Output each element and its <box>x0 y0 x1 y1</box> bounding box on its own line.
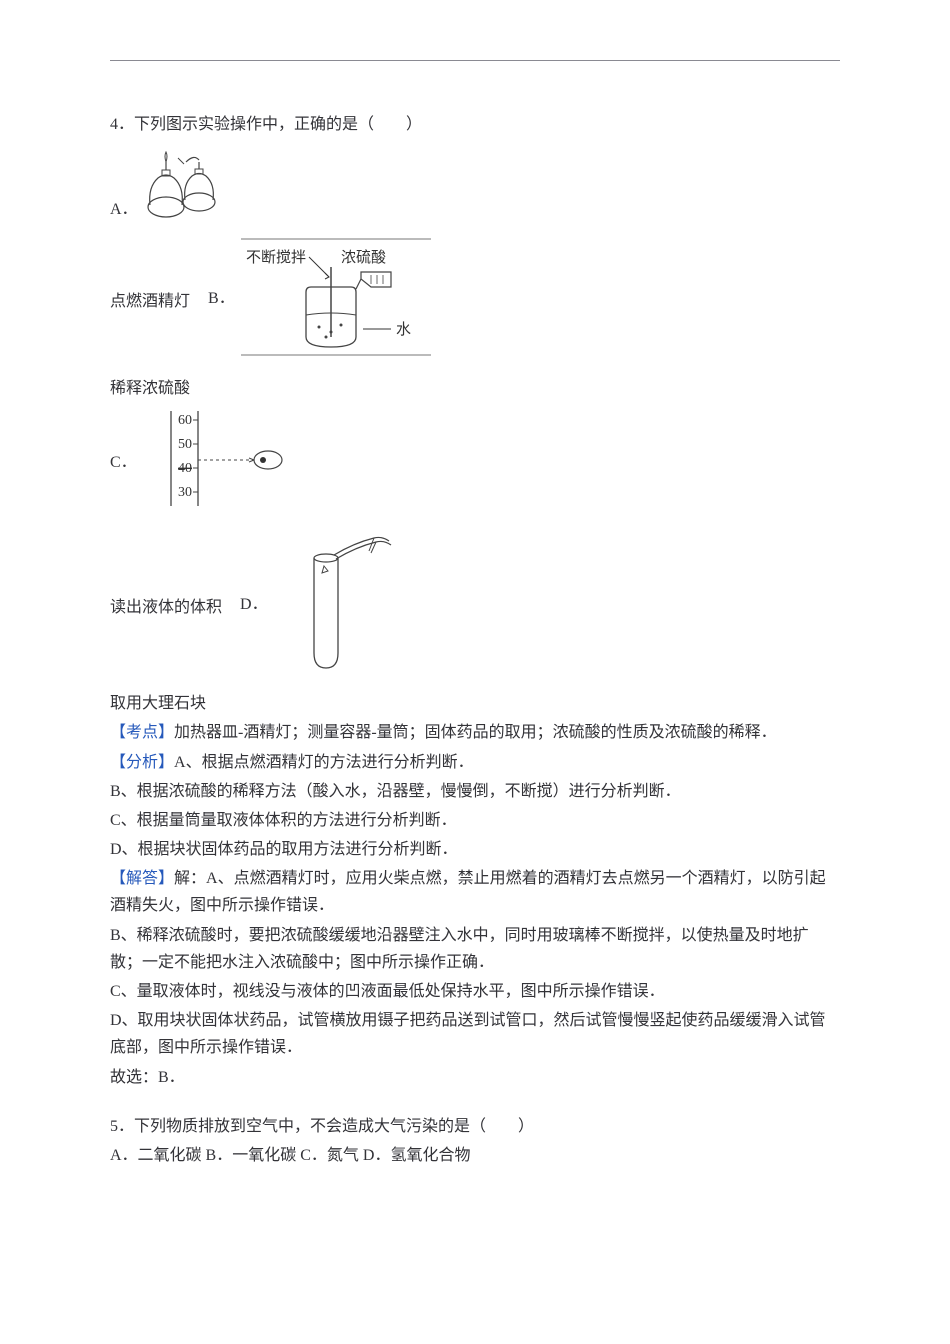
jieda-a-text: 解：A、点燃酒精灯时，应用火柴点燃，禁止用燃着的酒精灯去点燃另一个酒精灯，以防引… <box>110 870 826 914</box>
kaodian-label: 【考点】 <box>110 724 174 741</box>
svg-text:50: 50 <box>178 437 192 452</box>
q4-jieda-c: C、量取液体时，视线没与液体的凹液面最低处保持水平，图中所示操作错误． <box>110 978 840 1005</box>
q4-option-c-caption: 读出液体的体积 <box>110 594 222 621</box>
q4-jieda-d: D、取用块状固体状药品，试管横放用镊子把药品送到试管口，然后试管慢慢竖起使药品缓… <box>110 1007 840 1061</box>
q4-figure-b: 不断搅拌 浓硫酸 水 <box>241 237 431 366</box>
q4-option-b-letter: B． <box>190 285 241 318</box>
svg-text:60: 60 <box>178 413 192 428</box>
q5-stem: 5．下列物质排放到空气中，不会造成大气污染的是（ ） <box>110 1113 840 1140</box>
stir-label: 不断搅拌 <box>246 249 306 266</box>
jieda-label: 【解答】 <box>110 870 174 887</box>
q4-option-c-row: C． 60 50 40 30 <box>110 406 840 525</box>
fenxi-a-text: A、根据点燃酒精灯的方法进行分析判断． <box>174 754 474 771</box>
q4-option-c-letter: C． <box>110 449 143 482</box>
q4-fenxi-a: 【分析】A、根据点燃酒精灯的方法进行分析判断． <box>110 749 840 776</box>
q4-option-a-row: A． <box>110 142 840 229</box>
fenxi-label: 【分析】 <box>110 754 174 771</box>
q4-stem: 4．下列图示实验操作中，正确的是（ ） <box>110 111 840 138</box>
q4-fenxi-b: B、根据浓硫酸的稀释方法（酸入水，沿器壁，慢慢倒，不断搅）进行分析判断． <box>110 778 840 805</box>
q4-fenxi-c: C、根据量筒量取液体体积的方法进行分析判断． <box>110 807 840 834</box>
q4-option-d-caption: 取用大理石块 <box>110 690 840 717</box>
q4-c-caption-d-row: 读出液体的体积 D． <box>110 533 840 682</box>
q4-option-b-caption: 稀释浓硫酸 <box>110 375 840 402</box>
q4-a-caption-b-row: 点燃酒精灯 B． 不断搅拌 浓硫酸 <box>110 237 840 366</box>
q4-figure-d <box>274 533 404 682</box>
q4-figure-a <box>144 142 224 229</box>
water-label: 水 <box>396 321 411 338</box>
q4-option-a-letter: A． <box>110 196 144 229</box>
q5-options: A．二氧化碳 B．一氧化碳 C．氮气 D．氢氧化合物 <box>110 1142 840 1169</box>
test-tube-icon <box>274 533 404 673</box>
svg-text:40: 40 <box>178 461 192 476</box>
dilute-acid-icon: 不断搅拌 浓硫酸 水 <box>241 237 431 357</box>
acid-label: 浓硫酸 <box>341 249 386 266</box>
q4-jieda-a: 【解答】解：A、点燃酒精灯时，应用火柴点燃，禁止用燃着的酒精灯去点燃另一个酒精灯… <box>110 865 840 919</box>
q4-option-a-caption: 点燃酒精灯 <box>110 288 190 315</box>
q4-jieda-b: B、稀释浓硫酸时，要把浓硫酸缓缓地沿器壁注入水中，同时用玻璃棒不断搅拌，以使热量… <box>110 922 840 976</box>
q4-option-d-letter: D． <box>222 591 274 624</box>
q4-figure-c: 60 50 40 30 <box>143 406 293 525</box>
svg-text:30: 30 <box>178 485 192 500</box>
q4-answer: 故选：B． <box>110 1064 840 1091</box>
q4-fenxi-d: D、根据块状固体药品的取用方法进行分析判断． <box>110 836 840 863</box>
top-horizontal-rule <box>110 60 840 61</box>
kaodian-text: 加热器皿-酒精灯；测量容器-量筒；固体药品的取用；浓硫酸的性质及浓硫酸的稀释． <box>174 724 777 741</box>
q4-kaodian: 【考点】加热器皿-酒精灯；测量容器-量筒；固体药品的取用；浓硫酸的性质及浓硫酸的… <box>110 719 840 746</box>
alcohol-lamp-icon <box>144 142 224 220</box>
graduated-cylinder-icon: 60 50 40 30 <box>143 406 293 516</box>
